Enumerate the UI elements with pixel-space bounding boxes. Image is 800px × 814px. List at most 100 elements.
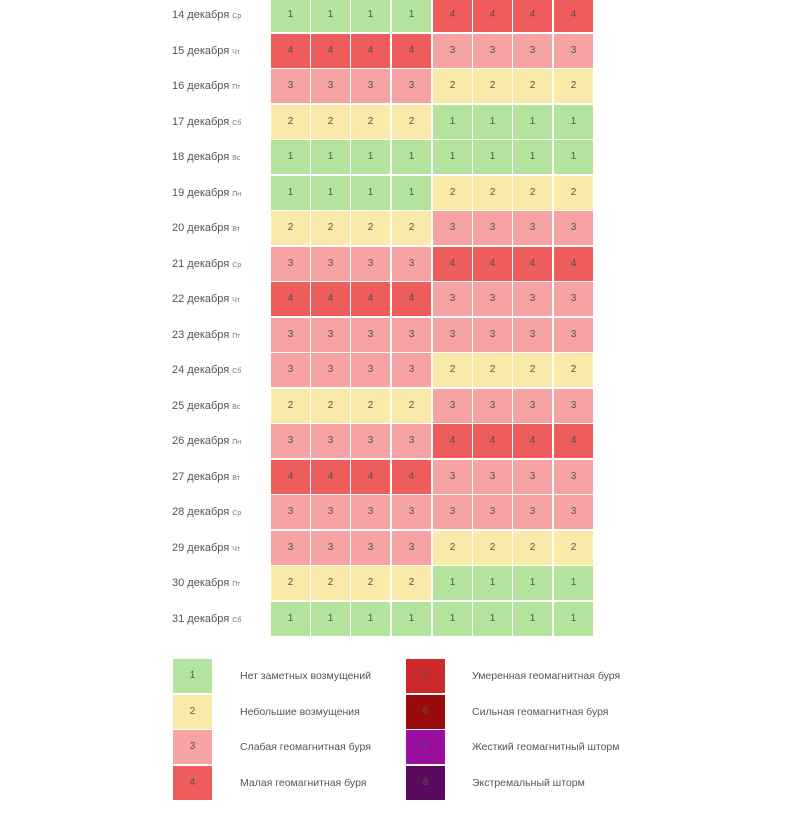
legend-swatch: 5 [406,659,445,693]
heatmap-cell: 2 [351,104,390,139]
legend-label: Небольшие возмущения [240,705,360,718]
heatmap-cell: 3 [554,459,593,494]
heatmap-cell: 4 [433,0,472,32]
heatmap-cell: 1 [311,0,350,32]
heatmap-cell: 2 [392,211,431,245]
heatmap-cell: 1 [271,140,310,174]
weekday-text: Сб [232,616,242,624]
heatmap-cell: 1 [351,175,390,210]
heatmap-cell: 2 [554,175,593,210]
heatmap-cell: 3 [351,530,390,565]
heatmap-cell: 3 [473,388,512,423]
weekday-text: Чт [232,48,241,56]
weekday-text: Пн [232,439,242,446]
heatmap-cell: 4 [271,33,310,68]
heatmap-cell: 1 [392,0,431,32]
weekday-text: Ср [232,13,242,20]
heatmap-cell: 3 [433,33,472,68]
heatmap-cell: 3 [311,353,350,387]
heatmap-cell: 1 [473,104,512,139]
legend-swatch: 7 [406,730,445,764]
table-row: 15 декабря Чт 4 4 4 4 3 3 3 3 [0,33,800,68]
heatmap-cell: 4 [311,33,350,68]
weekday-text: Вт [232,474,240,482]
heatmap-cell: 3 [392,495,431,529]
legend-swatch: 8 [406,765,445,800]
heatmap-cell: 4 [554,246,593,281]
heatmap-cell: 3 [311,246,350,281]
heatmap-cell: 4 [473,246,512,281]
heatmap-cell: 2 [392,566,431,600]
weekday-text: Ср [232,510,242,517]
legend-swatch: 3 [173,730,212,764]
heatmap-cell: 3 [554,33,593,68]
heatmap-cell: 4 [473,424,512,458]
heatmap-cell: 1 [392,140,431,174]
heatmap-cell: 3 [554,495,593,529]
heatmap-cell: 4 [392,33,431,68]
heatmap-cell: 3 [513,388,552,423]
heatmap-cell: 2 [433,175,472,210]
heatmap-cell: 1 [554,140,593,174]
heatmap-cell: 3 [271,424,310,458]
heatmap-cell: 2 [271,388,310,423]
heatmap-cell: 1 [554,566,593,600]
heatmap-cell: 2 [554,353,593,387]
heatmap-cell: 1 [433,566,472,600]
heatmap-cell: 1 [311,601,350,636]
weekday-text: Вс [232,403,241,411]
heatmap-cell: 1 [433,601,472,636]
table-row: 31 декабря Сб 1 1 1 1 1 1 1 1 [0,601,800,636]
legend-label: Слабая геомагнитная буря [240,741,371,753]
date-text: 20 декабря [172,222,230,234]
heatmap-cell: 1 [513,566,552,600]
heatmap-cell: 3 [392,530,431,565]
date-label: 17 декабря Сб [172,105,241,139]
heatmap-cell: 2 [513,353,552,387]
table-row: 19 декабря Пн 1 1 1 1 2 2 2 2 [0,175,800,210]
weekday-text: Вт [232,226,240,233]
heatmap-cell: 1 [271,0,310,32]
heatmap-cell: 3 [311,530,350,565]
heatmap-cell: 3 [433,317,472,352]
table-row: 28 декабря Ср 3 3 3 3 3 3 3 3 [0,495,800,529]
heatmap-cell: 4 [351,459,390,494]
heatmap-cell: 3 [473,459,512,494]
date-label: 21 декабря Ср [172,247,241,281]
heatmap-cell: 3 [311,317,350,352]
heatmap-cell: 2 [271,211,310,245]
heatmap-cell: 3 [351,69,390,103]
date-text: 22 декабря [172,293,230,305]
weekday-text: Пт [232,581,241,588]
legend-label: Сильная геомагнитная буря [472,705,609,718]
heatmap-cell: 1 [554,104,593,139]
heatmap-cell: 3 [554,282,593,316]
table-row: 26 декабря Пн 3 3 3 3 4 4 4 4 [0,424,800,458]
date-text: 16 декабря [172,80,230,92]
heatmap-cell: 4 [554,0,593,32]
heatmap-cell: 1 [271,601,310,636]
heatmap-cell: 2 [473,175,512,210]
heatmap-cell: 3 [473,317,512,352]
table-row: 24 декабря Сб 3 3 3 3 2 2 2 2 [0,353,800,387]
heatmap-cell: 3 [433,282,472,316]
table-row: 29 декабря Чт 3 3 3 3 2 2 2 2 [0,530,800,565]
date-label: 24 декабря Сб [172,353,241,387]
heatmap-cell: 3 [271,246,310,281]
heatmap-cell: 3 [392,246,431,281]
table-row: 30 декабря Пт 2 2 2 2 1 1 1 1 [0,566,800,600]
heatmap-cell: 3 [311,69,350,103]
heatmap-cell: 3 [513,317,552,352]
heatmap-cell: 1 [311,140,350,174]
date-text: 23 декабря [172,328,230,341]
heatmap-cell: 3 [513,459,552,494]
weekday-text: Ср [232,261,242,269]
heatmap-cell: 2 [351,211,390,245]
legend-swatch: 2 [173,694,212,729]
weekday-text: Сб [232,368,242,375]
heatmap-cell: 3 [473,211,512,245]
heatmap-cell: 4 [392,282,431,316]
heatmap-cell: 4 [513,246,552,281]
table-row: 18 декабря Вс 1 1 1 1 1 1 1 1 [0,140,800,174]
heatmap-cell: 1 [473,566,512,600]
